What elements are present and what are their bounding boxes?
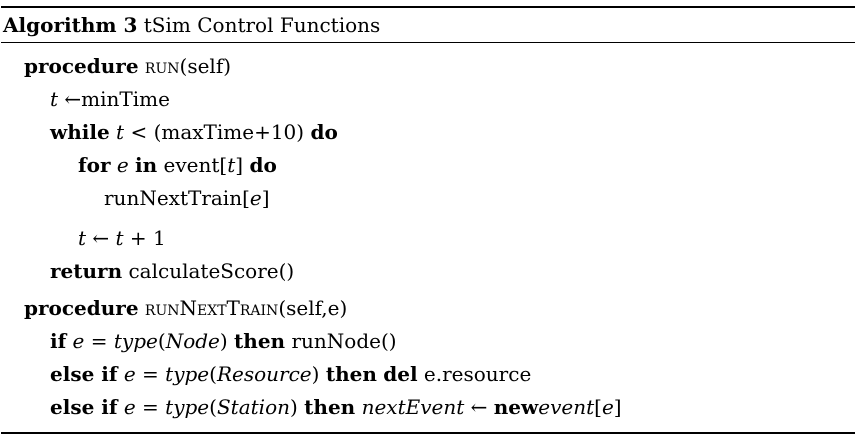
keyword-procedure: procedure (24, 54, 139, 78)
keyword-for: for (78, 153, 111, 177)
code-text: ←minTime (58, 87, 170, 111)
keyword-else-if: else if (50, 395, 118, 419)
code-line-5: runNextTrain[e] (1, 182, 855, 215)
code-text: = (135, 362, 166, 386)
function-name: type (165, 362, 210, 386)
code-text: ) (290, 395, 305, 419)
top-rule (1, 6, 855, 8)
code-text: [ (594, 395, 602, 419)
keyword-in: in (135, 153, 158, 177)
keyword-del: del (383, 362, 418, 386)
algorithm-caption: Algorithm 3 tSim Control Functions (1, 8, 855, 42)
code-text: ( (209, 395, 217, 419)
code-text: calculateScore() (122, 259, 295, 283)
algorithm-title: tSim Control Functions (143, 13, 381, 37)
code-text: ) (311, 362, 326, 386)
variable: e (110, 153, 129, 177)
code-text: + 1 (123, 226, 166, 250)
code-text: ] (261, 186, 270, 210)
code-text: ] (235, 153, 250, 177)
keyword-procedure: procedure (24, 296, 139, 320)
caption-rule (1, 42, 855, 43)
code-line-4: for e in event[t] do (1, 149, 855, 182)
code-text: event[ (157, 153, 228, 177)
code-text: ( (209, 362, 217, 386)
code-text: ← (464, 395, 494, 419)
keyword-return: return (50, 259, 123, 283)
keyword-do: do (310, 120, 338, 144)
keyword-then: then (234, 329, 286, 353)
variable: t (115, 226, 124, 250)
variable: t (78, 226, 87, 250)
code-line-6: t ← t + 1 (1, 222, 855, 255)
procedure-name: runNextTrain (144, 296, 279, 320)
code-text: < (maxTime+10) (124, 120, 311, 144)
code-text: runNode() (285, 329, 397, 353)
keyword-if: if (50, 329, 67, 353)
variable: Station (216, 395, 290, 419)
code-text: runNextTrain[ (104, 186, 250, 210)
code-line-3: while t < (maxTime+10) do (1, 116, 855, 149)
variable: event (538, 395, 595, 419)
algorithm-body: procedure run(self) t ←minTime while t <… (1, 43, 855, 432)
variable: t (50, 87, 59, 111)
keyword-do: do (249, 153, 277, 177)
code-text: ] (613, 395, 622, 419)
keyword-new: new (493, 395, 539, 419)
code-line-11: else if e = type(Station) then nextEvent… (1, 391, 855, 424)
keyword-then: then (325, 362, 377, 386)
code-line-10: else if e = type(Resource) then del e.re… (1, 358, 855, 391)
code-text: = (135, 395, 166, 419)
code-text: ( (157, 329, 166, 353)
code-line-2: t ←minTime (1, 83, 855, 116)
code-line-8: procedure runNextTrain(self,e) (1, 292, 855, 325)
keyword-while: while (50, 120, 110, 144)
procedure-name: run (144, 54, 180, 78)
code-text: = (84, 329, 114, 353)
function-name: type (165, 395, 210, 419)
variable: e (117, 362, 136, 386)
code-text: e.resource (417, 362, 532, 386)
code-text: ← (86, 226, 116, 250)
variable: t (109, 120, 125, 144)
keyword-else-if: else if (50, 362, 118, 386)
keyword-then: then (304, 395, 356, 419)
algorithm-label: Algorithm 3 (3, 13, 138, 37)
procedure-args: (self,e) (278, 296, 348, 320)
variable: nextEvent (361, 395, 465, 419)
code-line-9: if e = type(Node) then runNode() (1, 325, 855, 358)
variable: e (601, 395, 614, 419)
variable: e (117, 395, 136, 419)
variable: Node (165, 329, 220, 353)
code-line-7: return calculateScore() (1, 255, 855, 288)
algorithm-box: Algorithm 3 tSim Control Functions proce… (1, 6, 855, 434)
variable: e (66, 329, 85, 353)
procedure-args: (self) (179, 54, 232, 78)
function-name: type (113, 329, 158, 353)
variable: Resource (216, 362, 312, 386)
code-line-1: procedure run(self) (1, 50, 855, 83)
code-text: ) (219, 329, 235, 353)
variable: e (249, 186, 262, 210)
spacer (1, 215, 855, 222)
variable: t (227, 153, 236, 177)
